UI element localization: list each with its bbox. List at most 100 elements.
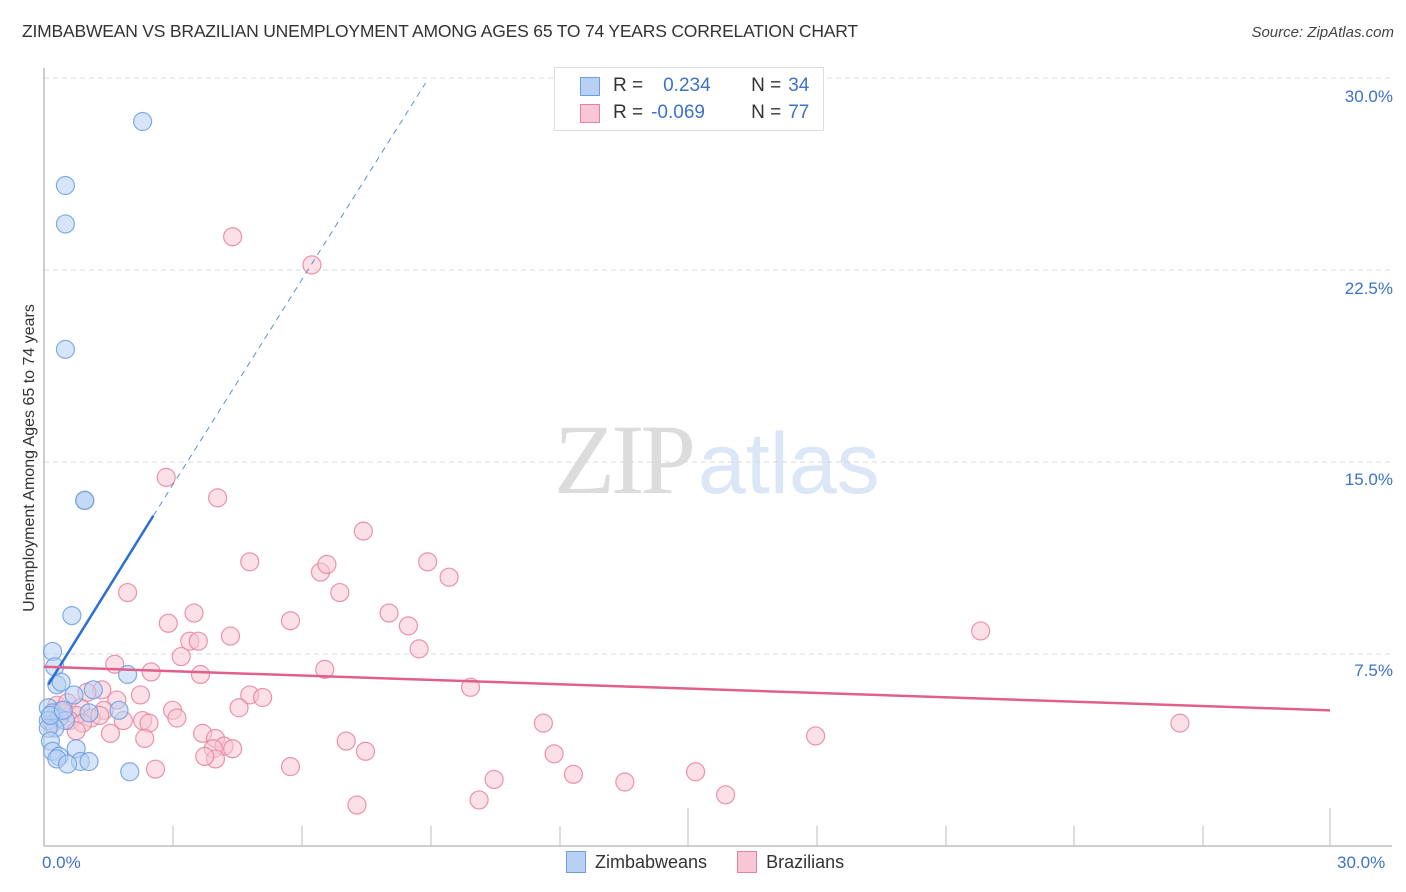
n-value: 77 xyxy=(788,102,810,123)
data-point[interactable] xyxy=(64,685,84,705)
data-point[interactable] xyxy=(223,227,243,247)
data-point[interactable] xyxy=(158,613,178,633)
data-point[interactable] xyxy=(141,662,161,682)
data-point[interactable] xyxy=(336,731,356,751)
brazilians-trend-line xyxy=(43,665,1331,712)
y-tick-7-5: 7.5% xyxy=(1354,661,1393,680)
y-tick-22-5: 22.5% xyxy=(1344,279,1393,298)
data-point[interactable] xyxy=(379,603,399,623)
stats-legend: R = 0.234 N = 34 R = -0.069 N = 77 xyxy=(554,67,824,131)
data-point[interactable] xyxy=(563,764,584,784)
data-point[interactable] xyxy=(317,554,337,575)
brazilians-points xyxy=(42,227,1190,815)
x-tick-max: 30.0% xyxy=(1337,853,1386,872)
data-point[interactable] xyxy=(685,762,706,782)
data-point[interactable] xyxy=(135,728,155,749)
data-point[interactable] xyxy=(156,467,176,487)
data-point[interactable] xyxy=(229,698,249,718)
y-axis-label: Unemployment Among Ages 65 to 74 years xyxy=(21,304,38,612)
r-value: -0.069 xyxy=(651,102,705,123)
data-point[interactable] xyxy=(355,741,376,761)
data-point[interactable] xyxy=(109,700,129,720)
data-point[interactable] xyxy=(195,746,215,767)
data-point[interactable] xyxy=(220,626,241,646)
data-point[interactable] xyxy=(62,605,82,626)
data-point[interactable] xyxy=(315,659,335,679)
n-value: 34 xyxy=(788,75,810,96)
legend-label: Brazilians xyxy=(766,851,845,872)
data-point[interactable] xyxy=(188,631,208,651)
data-point[interactable] xyxy=(615,772,635,792)
legend-item-brazilians[interactable]: Brazilians xyxy=(737,851,844,873)
data-point[interactable] xyxy=(145,759,166,779)
data-point[interactable] xyxy=(57,754,78,774)
data-point[interactable] xyxy=(280,757,301,777)
y-tick-30: 30.0% xyxy=(1344,87,1393,106)
data-point[interactable] xyxy=(100,723,121,743)
data-point[interactable] xyxy=(971,621,991,641)
data-point[interactable] xyxy=(120,762,140,782)
n-label: N = xyxy=(751,102,782,123)
data-point[interactable] xyxy=(83,680,103,700)
data-point[interactable] xyxy=(398,616,418,636)
data-point[interactable] xyxy=(330,582,350,603)
data-point[interactable] xyxy=(280,611,301,631)
series-legend: Zimbabweans Brazilians xyxy=(566,851,874,873)
data-point[interactable] xyxy=(55,339,76,359)
r-label: R = xyxy=(613,75,644,96)
data-point[interactable] xyxy=(805,726,826,746)
source-label: Source: ZipAtlas.com xyxy=(1251,24,1394,41)
x-tick-min: 0.0% xyxy=(42,853,81,872)
r-value: 0.234 xyxy=(663,75,711,96)
watermark: ZIPatlas xyxy=(554,402,880,517)
r-label: R = xyxy=(613,102,644,123)
data-point[interactable] xyxy=(208,488,228,508)
data-point[interactable] xyxy=(55,175,76,196)
data-point[interactable] xyxy=(253,687,273,708)
axes xyxy=(43,68,1392,847)
data-point[interactable] xyxy=(1170,713,1190,733)
zimbabweans-points xyxy=(38,111,153,782)
chart-title: ZIMBABWEAN VS BRAZILIAN UNEMPLOYMENT AMO… xyxy=(22,21,858,41)
data-point[interactable] xyxy=(117,582,138,603)
pink-swatch-icon xyxy=(580,103,600,123)
data-point[interactable] xyxy=(544,744,564,764)
data-point[interactable] xyxy=(418,552,438,572)
data-point[interactable] xyxy=(167,708,187,728)
data-point[interactable] xyxy=(715,785,736,805)
trend-lines xyxy=(43,82,1331,712)
data-point[interactable] xyxy=(79,703,99,723)
data-point[interactable] xyxy=(130,685,151,705)
data-point[interactable] xyxy=(53,700,73,720)
n-label: N = xyxy=(751,75,782,96)
data-point[interactable] xyxy=(79,751,99,772)
zimbabweans-trend-line xyxy=(47,515,155,686)
data-point[interactable] xyxy=(240,552,260,572)
data-point[interactable] xyxy=(75,490,95,510)
data-point[interactable] xyxy=(347,795,367,815)
legend-item-zimbabweans[interactable]: Zimbabweans xyxy=(566,851,707,873)
data-point[interactable] xyxy=(55,214,76,234)
data-point[interactable] xyxy=(439,567,459,587)
data-point[interactable] xyxy=(302,255,322,275)
data-point[interactable] xyxy=(484,769,504,790)
watermark-atlas: atlas xyxy=(698,416,880,512)
data-point[interactable] xyxy=(353,521,373,541)
legend-row-zimbabweans: R = 0.234 N = 34 xyxy=(580,74,809,98)
data-point[interactable] xyxy=(460,677,481,697)
data-point[interactable] xyxy=(171,646,191,667)
data-point[interactable] xyxy=(533,713,553,733)
data-point[interactable] xyxy=(132,111,153,132)
data-point[interactable] xyxy=(223,739,243,759)
y-tick-15: 15.0% xyxy=(1344,470,1393,489)
pink-swatch-icon xyxy=(737,851,758,873)
data-point[interactable] xyxy=(184,603,204,623)
data-point[interactable] xyxy=(469,790,489,810)
legend-label: Zimbabweans xyxy=(595,851,708,872)
data-point[interactable] xyxy=(409,639,429,659)
data-point[interactable] xyxy=(51,672,71,692)
legend-row-brazilians: R = -0.069 N = 77 xyxy=(580,101,809,125)
blue-swatch-icon xyxy=(580,76,600,96)
data-point[interactable] xyxy=(190,664,211,685)
watermark-zip: ZIP xyxy=(554,404,696,515)
